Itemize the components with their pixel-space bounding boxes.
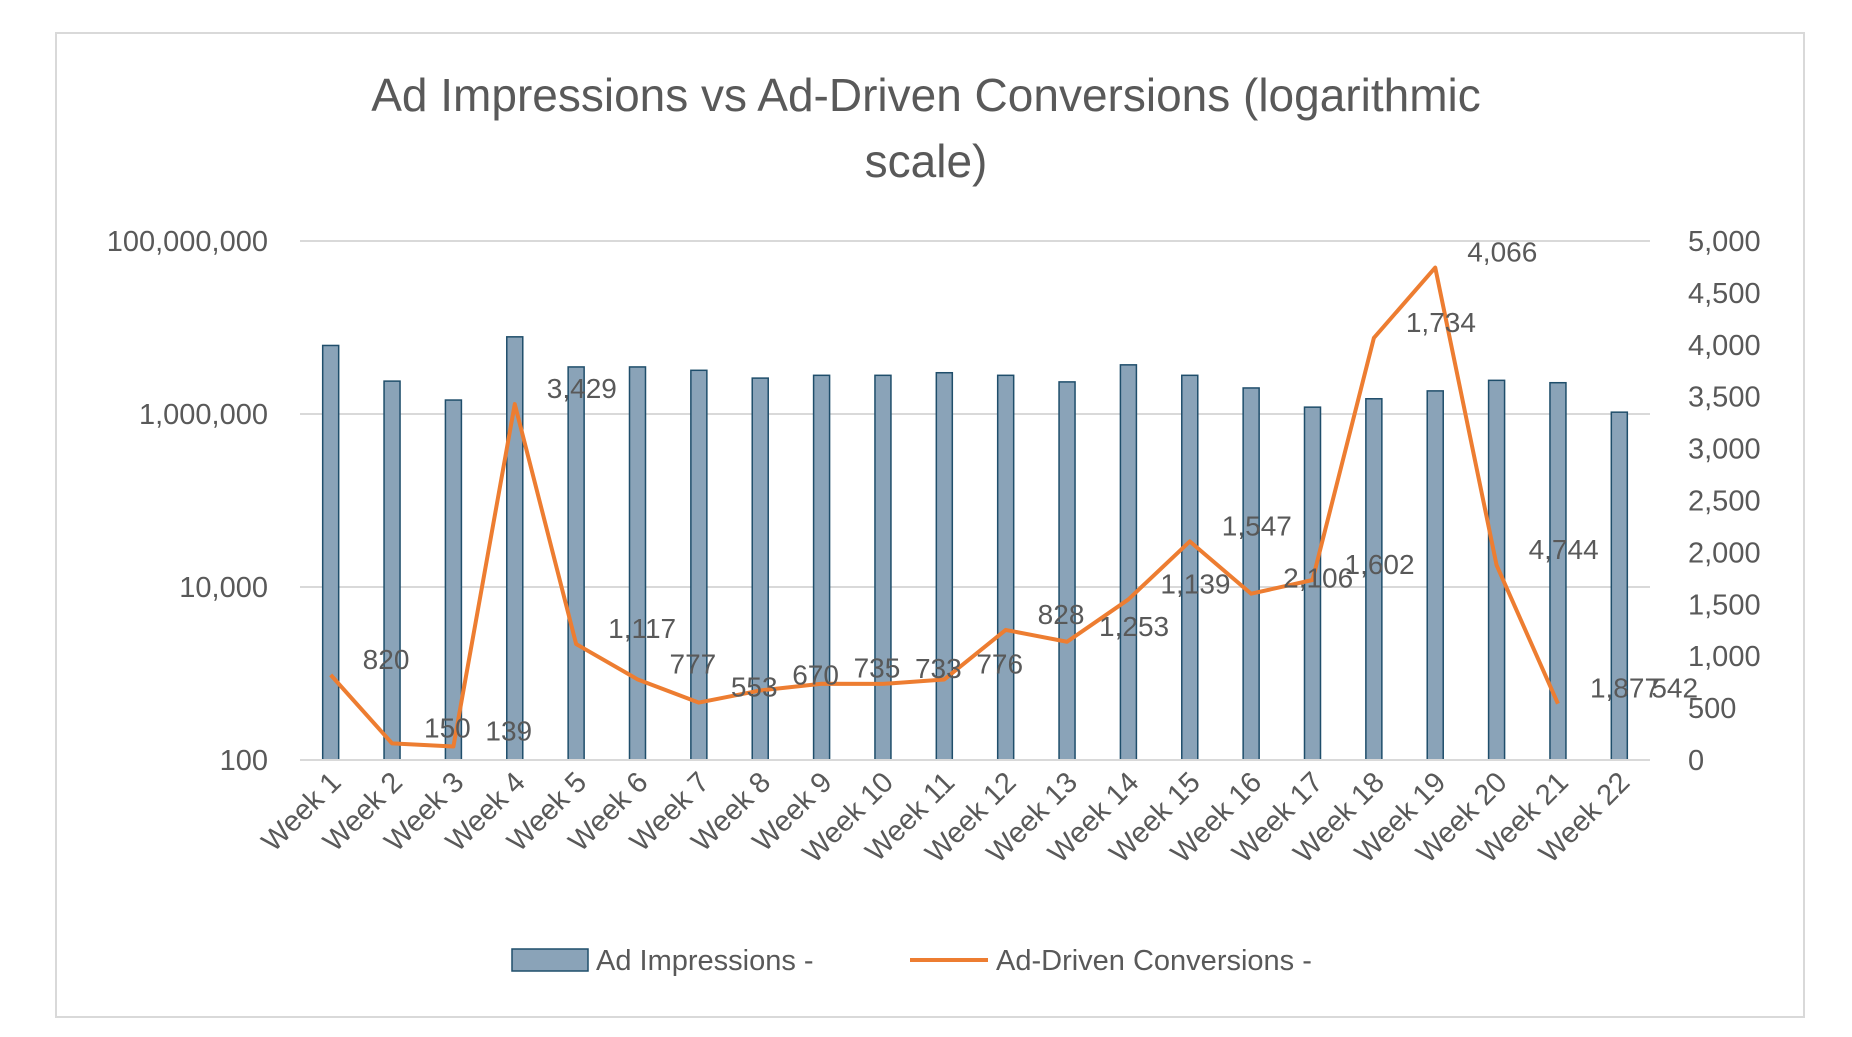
data-label-conversions: 3,429 [547, 373, 617, 404]
left-axis-tick-label: 1,000,000 [139, 399, 268, 431]
right-axis-tick-label: 4,000 [1688, 330, 1761, 362]
data-label-conversions: 1,734 [1406, 307, 1476, 338]
right-axis-tick-label: 1,000 [1688, 641, 1761, 673]
chart-frame [55, 32, 1805, 1018]
data-label-conversions: 1,117 [608, 613, 676, 644]
data-label-conversions: 150 [424, 712, 471, 743]
right-axis-tick-label: 3,500 [1688, 382, 1761, 414]
bar-ad-impressions [383, 380, 401, 761]
left-axis-tick-label: 100 [220, 745, 268, 777]
right-axis-tick-label: 500 [1688, 693, 1736, 725]
data-label-conversions: 777 [670, 648, 717, 679]
bar-ad-impressions [1119, 364, 1138, 761]
bar-ad-impressions [1610, 411, 1629, 761]
right-axis-tick-label: 3,000 [1688, 434, 1761, 466]
data-label-conversions: 776 [976, 648, 1023, 679]
bar-ad-impressions [1487, 379, 1506, 761]
right-axis-tick-label: 2,000 [1688, 537, 1761, 569]
data-label-conversions: 733 [915, 653, 962, 684]
chart-title-line1: Ad Impressions vs Ad-Driven Conversions … [371, 69, 1481, 121]
chart-title: Ad Impressions vs Ad-Driven Conversions … [0, 62, 1852, 194]
legend-label-ad-impressions: Ad Impressions - [596, 945, 814, 977]
data-label-conversions: 553 [731, 672, 778, 703]
left-axis-tick-label: 10,000 [179, 572, 268, 604]
right-axis-tick-label: 1,500 [1688, 589, 1761, 621]
left-axis-tick-label: 100,000,000 [107, 226, 268, 258]
chart-title-line2: scale) [864, 135, 988, 187]
bar-ad-impressions [1426, 390, 1444, 761]
data-label-conversions: 2,106 [1283, 563, 1353, 594]
data-label-conversions: 542 [1651, 673, 1698, 704]
data-label-conversions: 735 [854, 653, 901, 684]
data-label-conversions: 1,602 [1345, 549, 1415, 580]
data-label-conversions: 1,139 [1160, 568, 1230, 599]
data-label-conversions: 4,066 [1467, 237, 1537, 268]
legend-swatch-ad-impressions [511, 948, 589, 972]
right-axis-tick-label: 0 [1688, 745, 1704, 777]
data-label-conversions: 1,547 [1222, 510, 1292, 541]
bar-ad-impressions [628, 366, 647, 761]
right-axis-tick-label: 5,000 [1688, 226, 1761, 258]
bar-ad-impressions [996, 374, 1015, 761]
bar-ad-impressions [874, 374, 892, 761]
legend-label-ad-driven-conversions: Ad-Driven Conversions - [996, 945, 1312, 977]
bar-ad-impressions [321, 344, 340, 761]
bar-ad-impressions [935, 371, 954, 761]
data-label-conversions: 820 [363, 644, 410, 675]
bar-ad-impressions [812, 374, 831, 761]
data-label-conversions: 670 [792, 659, 839, 690]
data-label-conversions: 1,877 [1590, 673, 1660, 704]
bar-ad-impressions [506, 336, 524, 761]
bar-ad-impressions [567, 366, 585, 761]
line-ad-driven-conversions [329, 265, 1560, 749]
data-label-conversions: 139 [485, 716, 532, 747]
data-label-conversions: 1,253 [1099, 611, 1169, 642]
bar-ad-impressions [751, 377, 769, 761]
right-axis-tick-label: 2,500 [1688, 486, 1761, 518]
right-axis-tick-label: 4,500 [1688, 278, 1761, 310]
data-label-conversions: 4,744 [1529, 534, 1599, 565]
bar-ad-impressions [1058, 381, 1076, 761]
data-label-conversions: 828 [1038, 599, 1085, 630]
bar-ad-impressions [1242, 387, 1260, 761]
